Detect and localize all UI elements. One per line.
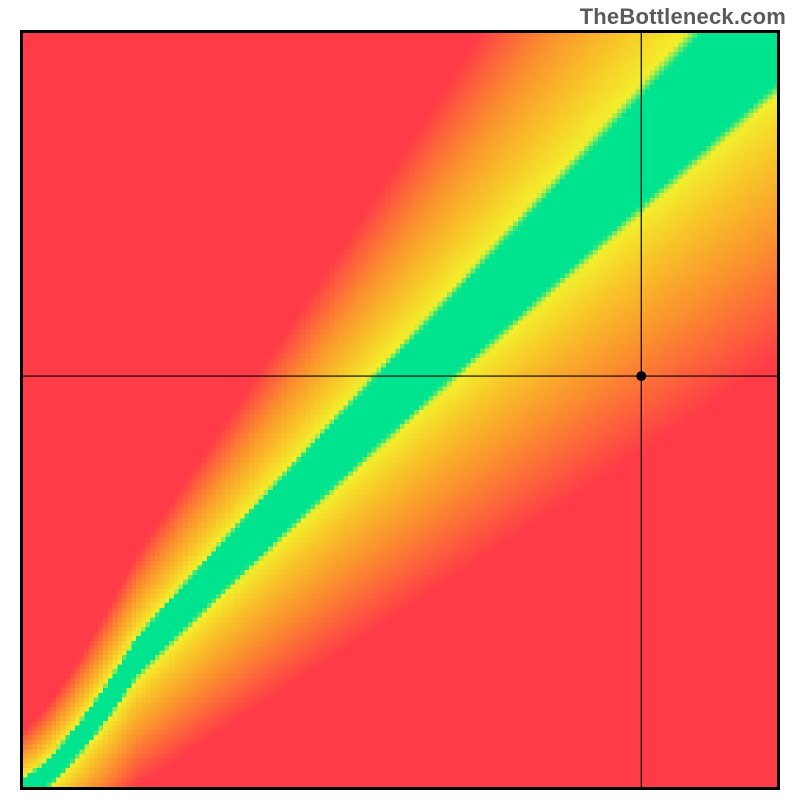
heatmap-canvas	[23, 33, 777, 787]
page-root: { "watermark": { "text": "TheBottleneck.…	[0, 0, 800, 800]
watermark-text: TheBottleneck.com	[580, 4, 786, 30]
heatmap-frame	[20, 30, 780, 790]
